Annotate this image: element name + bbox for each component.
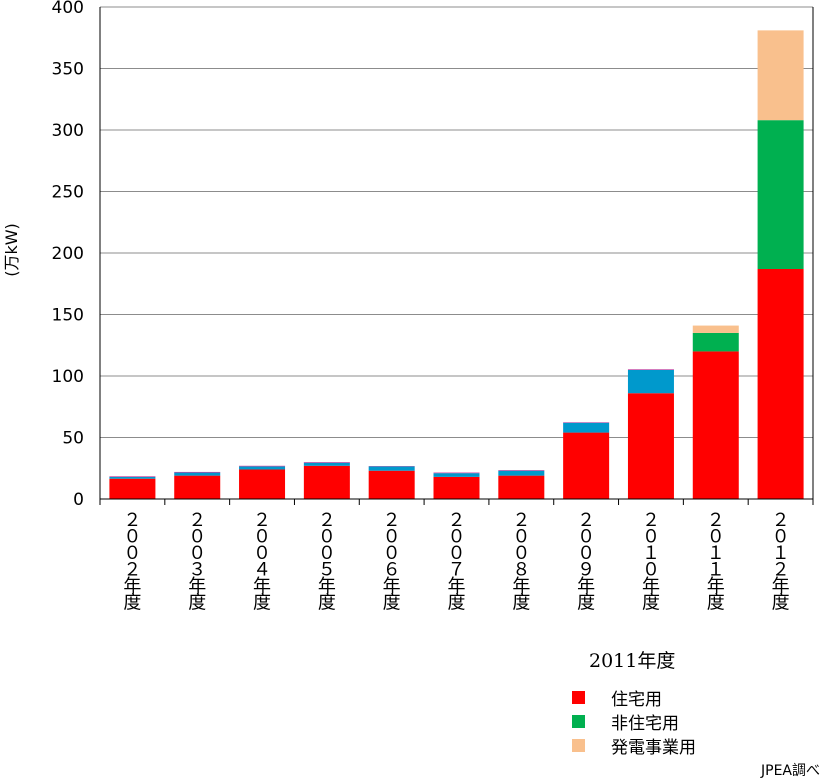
legend-item-nonresidential: 非住宅用 (572, 709, 812, 734)
x-tick-label: ２０１１年度 (707, 510, 725, 614)
bar-segment-pre2011_nonres (174, 472, 221, 476)
bars (109, 30, 804, 499)
bar-segment-pre2011_top (109, 476, 156, 477)
bar-segment-pre2011_nonres (433, 473, 480, 477)
y-tick-label: 50 (62, 429, 84, 449)
bar-segment-residential (303, 465, 350, 499)
bar-segment-residential (692, 351, 739, 499)
bar-segment-residential (757, 268, 804, 499)
bar-segment-residential (239, 469, 286, 499)
y-tick-label: 250 (52, 183, 84, 203)
legend-item-residential: 住宅用 (572, 685, 812, 710)
bar-segment-residential (368, 470, 415, 499)
legend: 2011年度 住宅用 非住宅用 発電事業用 (572, 646, 812, 758)
bar-segment-nonresidential (757, 120, 804, 269)
x-tick-label: ２００５年度 (318, 510, 336, 614)
legend-label-utility: 発電事業用 (611, 737, 696, 758)
bar-segment-pre2011_top (174, 471, 221, 473)
bar-segment-pre2011_nonres (498, 470, 545, 476)
bar-segment-pre2011_nonres (368, 466, 415, 471)
x-tick-label: ２００８年度 (512, 510, 530, 614)
y-tick-label: 200 (52, 244, 84, 264)
legend-item-utility: 発電事業用 (572, 733, 812, 758)
x-tick-label: ２００６年度 (383, 510, 401, 614)
bar-segment-pre2011_top (498, 470, 545, 471)
bar-segment-pre2011_nonres (303, 462, 350, 466)
bar-segment-residential (627, 393, 674, 499)
bar-segment-residential (109, 478, 156, 499)
y-tick-label: 350 (52, 60, 84, 80)
grid (100, 6, 813, 438)
x-tick-label: ２００９年度 (577, 510, 595, 614)
x-tick-label: ２００２年度 (123, 510, 141, 614)
bar-segment-pre2011_nonres (627, 369, 674, 394)
legend-swatch-residential (572, 690, 585, 704)
bar-segment-nonresidential (692, 332, 739, 352)
y-tick-label: 0 (73, 490, 84, 510)
legend-title: 2011年度 (589, 650, 676, 672)
y-tick-label: 100 (52, 367, 84, 387)
bar-segment-utility (692, 325, 739, 333)
x-axis-labels: ２００２年度 ２００３年度 ２００４年度 ２００５年度 ２００６年度 ２００７年度 ２００８… (123, 510, 789, 614)
bar-segment-residential (174, 475, 221, 499)
y-tick-label: 150 (52, 306, 84, 326)
legend-swatch-utility (572, 738, 585, 752)
legend-label-nonresidential: 非住宅用 (611, 713, 679, 734)
bar-segment-pre2011_top (239, 465, 286, 467)
bar-segment-residential (498, 475, 545, 499)
bar-segment-residential (433, 476, 480, 499)
bar-segment-pre2011_top (433, 472, 480, 474)
bar-segment-pre2011_top (303, 462, 350, 463)
bar-segment-pre2011_top (627, 369, 674, 370)
x-tick-label: ２００３年度 (188, 510, 206, 614)
bar-segment-pre2011_nonres (563, 422, 610, 433)
x-tick-label: ２０１０年度 (642, 510, 660, 614)
y-axis-title: (万kW) (2, 223, 22, 277)
y-tick-label: 400 (52, 0, 84, 18)
axes (99, 7, 814, 505)
legend-swatch-nonresidential (572, 714, 585, 728)
y-axis-title-box: (万kW) (0, 200, 22, 300)
x-tick-label: ２００７年度 (448, 510, 466, 614)
x-tick-label: ２００４年度 (253, 510, 271, 614)
y-tick-label: 300 (52, 121, 84, 141)
bar-segment-residential (563, 432, 610, 499)
bar-segment-pre2011_nonres (109, 476, 156, 479)
source-note: JPEA調べ (761, 763, 820, 779)
legend-label-residential: 住宅用 (611, 689, 662, 710)
bar-segment-pre2011_nonres (239, 466, 286, 470)
y-axis-ticks: 0 50 100 150 200 250 300 350 400 (52, 0, 84, 510)
x-tick-label: ２０１２年度 (772, 510, 790, 614)
bar-segment-utility (757, 30, 804, 121)
